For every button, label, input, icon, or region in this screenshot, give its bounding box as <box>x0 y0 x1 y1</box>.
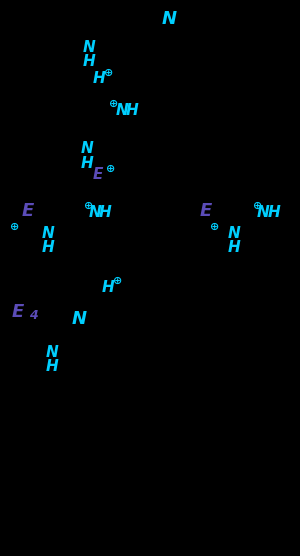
Text: E: E <box>93 167 104 182</box>
Text: 4: 4 <box>29 309 38 322</box>
Text: ⊕: ⊕ <box>10 222 19 232</box>
Text: E: E <box>22 202 34 220</box>
Text: N: N <box>42 226 55 241</box>
Text: ⊕: ⊕ <box>113 276 122 286</box>
Text: N: N <box>80 141 93 156</box>
Text: H: H <box>82 54 95 70</box>
Text: N: N <box>257 205 270 220</box>
Text: H: H <box>126 103 139 118</box>
Text: ⊕: ⊕ <box>110 99 119 109</box>
Text: H: H <box>99 205 112 220</box>
Text: H: H <box>268 205 281 220</box>
Text: H: H <box>101 280 114 295</box>
Text: ⊕: ⊕ <box>104 68 114 78</box>
Text: N: N <box>116 103 128 118</box>
Text: H: H <box>228 240 241 255</box>
Text: N: N <box>228 226 241 241</box>
Text: H: H <box>80 156 93 171</box>
Text: H: H <box>46 359 58 374</box>
Text: N: N <box>88 205 101 220</box>
Text: ⊕: ⊕ <box>84 201 93 211</box>
Text: H: H <box>93 71 106 86</box>
Text: E: E <box>200 202 212 220</box>
Text: N: N <box>71 310 86 328</box>
Text: ⊕: ⊕ <box>253 201 262 211</box>
Text: N: N <box>46 345 58 360</box>
Text: N: N <box>162 10 177 28</box>
Text: N: N <box>82 40 95 55</box>
Text: H: H <box>42 240 55 255</box>
Text: ⊕: ⊕ <box>106 163 115 173</box>
Text: E: E <box>12 303 24 321</box>
Text: ⊕: ⊕ <box>210 222 219 232</box>
